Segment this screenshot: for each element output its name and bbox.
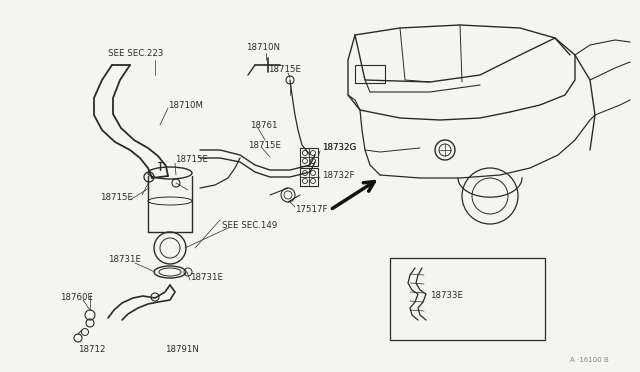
Text: SEE SEC.223: SEE SEC.223 (108, 48, 163, 58)
Text: 18731E: 18731E (108, 256, 141, 264)
Bar (355, 65, 385, 83)
Text: 18761: 18761 (250, 121, 278, 129)
Text: 18715E: 18715E (100, 193, 133, 202)
Text: 18715E: 18715E (248, 141, 281, 150)
Text: SEE SEC.149: SEE SEC.149 (222, 221, 277, 230)
Text: 18715E: 18715E (175, 155, 208, 164)
Text: 18732G: 18732G (322, 144, 356, 153)
Text: 18731E: 18731E (190, 273, 223, 282)
Text: 18710N: 18710N (246, 44, 280, 52)
Text: 18760E: 18760E (60, 294, 93, 302)
Bar (300, 148, 318, 166)
Text: 18732F: 18732F (322, 170, 355, 180)
Text: 18791N: 18791N (165, 346, 199, 355)
Text: A ·16100 B: A ·16100 B (570, 357, 609, 363)
Bar (390, 258, 545, 340)
Text: 18710M: 18710M (168, 100, 203, 109)
Bar (300, 168, 318, 186)
Text: 18733E: 18733E (430, 291, 463, 299)
Text: 18732G: 18732G (322, 144, 356, 153)
Text: 18715E: 18715E (268, 65, 301, 74)
Text: 17517F: 17517F (295, 205, 328, 215)
Text: 18712: 18712 (78, 346, 106, 355)
